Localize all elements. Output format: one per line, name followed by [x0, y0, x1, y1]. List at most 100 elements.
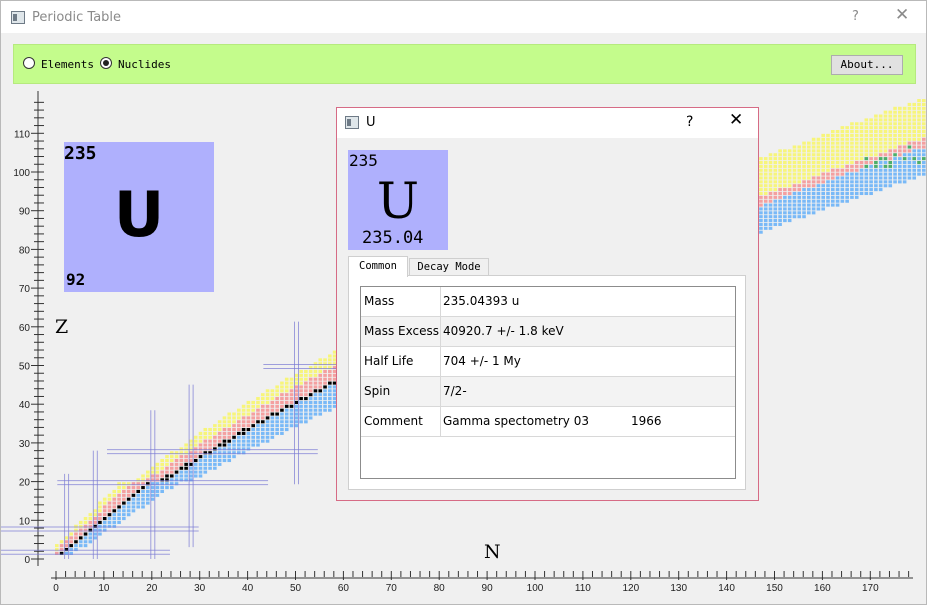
nuclide-cell[interactable]: [295, 409, 299, 412]
nuclide-cell[interactable]: [79, 540, 83, 543]
nuclide-cell[interactable]: [845, 161, 849, 164]
nuclide-cell[interactable]: [328, 382, 332, 385]
nuclide-cell[interactable]: [764, 169, 768, 172]
nuclide-cell[interactable]: [84, 521, 88, 524]
nuclide-cell[interactable]: [831, 196, 835, 199]
nuclide-cell[interactable]: [898, 149, 902, 152]
nuclide-cell[interactable]: [314, 385, 318, 388]
nuclide-cell[interactable]: [74, 540, 78, 543]
nuclide-cell[interactable]: [836, 130, 840, 133]
nuclide-cell[interactable]: [922, 138, 926, 141]
nuclide-cell[interactable]: [912, 130, 916, 133]
nuclide-cell[interactable]: [893, 176, 897, 179]
nuclide-cell[interactable]: [203, 467, 207, 470]
nuclide-cell[interactable]: [247, 440, 251, 443]
nuclide-cell[interactable]: [788, 207, 792, 210]
nuclide-cell[interactable]: [290, 401, 294, 404]
nuclide-cell[interactable]: [836, 188, 840, 191]
nuclide-cell[interactable]: [797, 145, 801, 148]
nuclide-cell[interactable]: [271, 424, 275, 427]
nuclide-cell[interactable]: [865, 138, 869, 141]
nuclide-cell[interactable]: [865, 118, 869, 121]
nuclide-cell[interactable]: [93, 536, 97, 539]
nuclide-cell[interactable]: [812, 138, 816, 141]
nuclide-cell[interactable]: [203, 459, 207, 462]
nuclide-cell[interactable]: [314, 413, 318, 416]
nuclide-cell[interactable]: [266, 436, 270, 439]
nuclide-cell[interactable]: [841, 192, 845, 195]
nuclide-cell[interactable]: [869, 122, 873, 125]
nuclide-cell[interactable]: [865, 165, 869, 168]
nuclide-cell[interactable]: [879, 161, 883, 164]
nuclide-cell[interactable]: [898, 157, 902, 160]
nuclide-cell[interactable]: [797, 188, 801, 191]
nuclide-cell[interactable]: [879, 145, 883, 148]
nuclide-cell[interactable]: [850, 173, 854, 176]
nuclide-cell[interactable]: [793, 192, 797, 195]
nuclide-cell[interactable]: [812, 145, 816, 148]
nuclide-cell[interactable]: [821, 204, 825, 207]
nuclide-cell[interactable]: [266, 420, 270, 423]
nuclide-cell[interactable]: [917, 111, 921, 114]
nuclide-cell[interactable]: [903, 111, 907, 114]
nuclide-cell[interactable]: [783, 200, 787, 203]
nuclide-cell[interactable]: [893, 161, 897, 164]
nuclide-cell[interactable]: [831, 161, 835, 164]
nuclide-cell[interactable]: [328, 370, 332, 373]
nuclide-cell[interactable]: [213, 455, 217, 458]
nuclide-cell[interactable]: [242, 440, 246, 443]
nuclide-cell[interactable]: [874, 118, 878, 121]
nuclide-cell[interactable]: [232, 420, 236, 423]
nuclide-cell[interactable]: [151, 467, 155, 470]
nuclide-cell[interactable]: [323, 370, 327, 373]
nuclide-cell[interactable]: [299, 385, 303, 388]
nuclide-cell[interactable]: [318, 393, 322, 396]
nuclide-cell[interactable]: [817, 145, 821, 148]
nuclide-cell[interactable]: [156, 494, 160, 497]
nuclide-cell[interactable]: [203, 463, 207, 466]
nuclide-cell[interactable]: [869, 192, 873, 195]
nuclide-cell[interactable]: [841, 196, 845, 199]
nuclide-cell[interactable]: [912, 134, 916, 137]
nuclide-cell[interactable]: [817, 196, 821, 199]
nuclide-cell[interactable]: [807, 176, 811, 179]
nuclide-cell[interactable]: [89, 536, 93, 539]
nuclide-cell[interactable]: [208, 440, 212, 443]
nuclide-cell[interactable]: [227, 436, 231, 439]
nuclide-cell[interactable]: [79, 544, 83, 547]
nuclide-cell[interactable]: [218, 459, 222, 462]
nuclide-cell[interactable]: [136, 498, 140, 501]
nuclide-cell[interactable]: [184, 467, 188, 470]
nuclide-cell[interactable]: [903, 107, 907, 110]
nuclide-cell[interactable]: [893, 134, 897, 137]
nuclide-cell[interactable]: [299, 409, 303, 412]
nuclide-cell[interactable]: [908, 142, 912, 145]
nuclide-cell[interactable]: [237, 416, 241, 419]
nuclide-cell[interactable]: [132, 509, 136, 512]
nuclide-cell[interactable]: [874, 138, 878, 141]
nuclide-cell[interactable]: [797, 196, 801, 199]
nuclide-cell[interactable]: [251, 440, 255, 443]
nuclide-cell[interactable]: [266, 393, 270, 396]
nuclide-cell[interactable]: [759, 227, 763, 230]
nuclide-cell[interactable]: [127, 498, 131, 501]
nuclide-cell[interactable]: [845, 126, 849, 129]
nuclide-cell[interactable]: [108, 505, 112, 508]
nuclide-cell[interactable]: [189, 463, 193, 466]
nuclide-cell[interactable]: [304, 420, 308, 423]
nuclide-cell[interactable]: [893, 130, 897, 133]
nuclide-cell[interactable]: [280, 420, 284, 423]
nuclide-cell[interactable]: [151, 474, 155, 477]
nuclide-cell[interactable]: [893, 153, 897, 156]
nuclide-cell[interactable]: [256, 405, 260, 408]
nuclide-cell[interactable]: [132, 498, 136, 501]
nuclide-cell[interactable]: [783, 184, 787, 187]
nuclide-cell[interactable]: [328, 385, 332, 388]
nuclide-cell[interactable]: [194, 440, 198, 443]
nuclide-cell[interactable]: [774, 192, 778, 195]
nuclide-cell[interactable]: [774, 207, 778, 210]
nuclide-cell[interactable]: [884, 122, 888, 125]
nuclide-cell[interactable]: [912, 173, 916, 176]
nuclide-cell[interactable]: [759, 211, 763, 214]
nuclide-cell[interactable]: [764, 215, 768, 218]
